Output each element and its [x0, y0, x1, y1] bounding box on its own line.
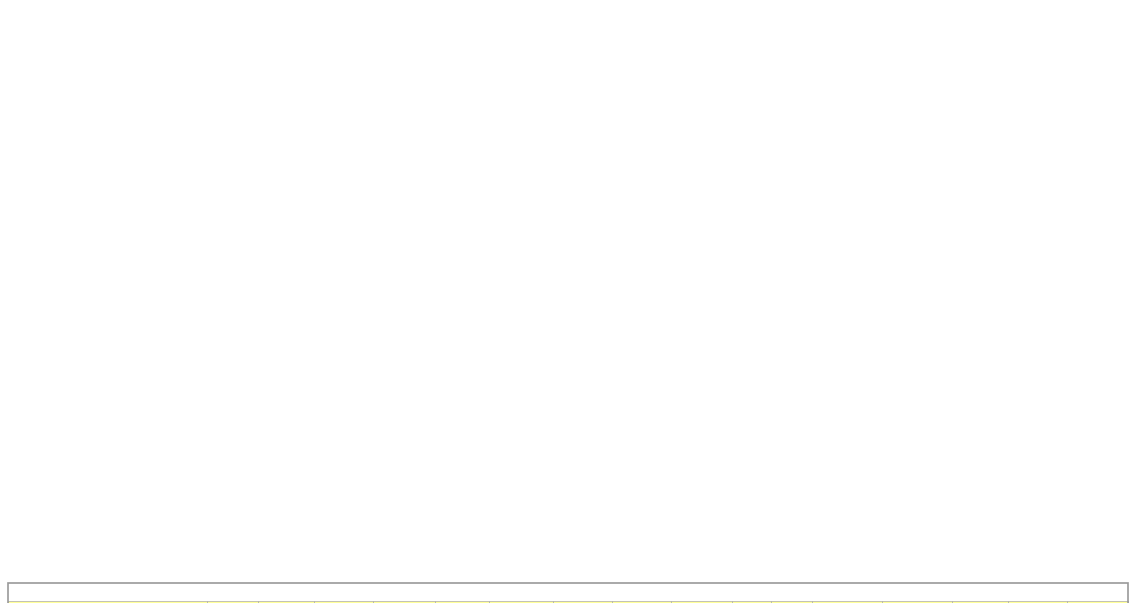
Bar: [314, 601, 373, 603]
Bar: [373, 601, 435, 603]
Bar: [435, 601, 488, 603]
Bar: [670, 601, 732, 603]
Bar: [258, 601, 314, 603]
Bar: [812, 601, 882, 603]
Bar: [952, 601, 1008, 603]
Bar: [882, 601, 952, 603]
Bar: [1008, 601, 1067, 603]
Bar: [553, 601, 611, 603]
Bar: [771, 601, 812, 603]
Bar: [611, 601, 670, 603]
Bar: [1067, 601, 1128, 603]
Bar: [732, 601, 771, 603]
Bar: [8, 601, 207, 603]
Bar: [207, 601, 258, 603]
Bar: [488, 601, 553, 603]
